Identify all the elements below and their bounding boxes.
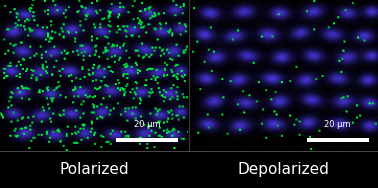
Text: 20 μm: 20 μm	[134, 120, 161, 129]
Text: Depolarized: Depolarized	[237, 162, 330, 177]
Text: 20 μm: 20 μm	[324, 120, 351, 129]
Bar	[116, 139, 178, 142]
Text: Polarized: Polarized	[60, 162, 129, 177]
Bar	[307, 139, 369, 142]
